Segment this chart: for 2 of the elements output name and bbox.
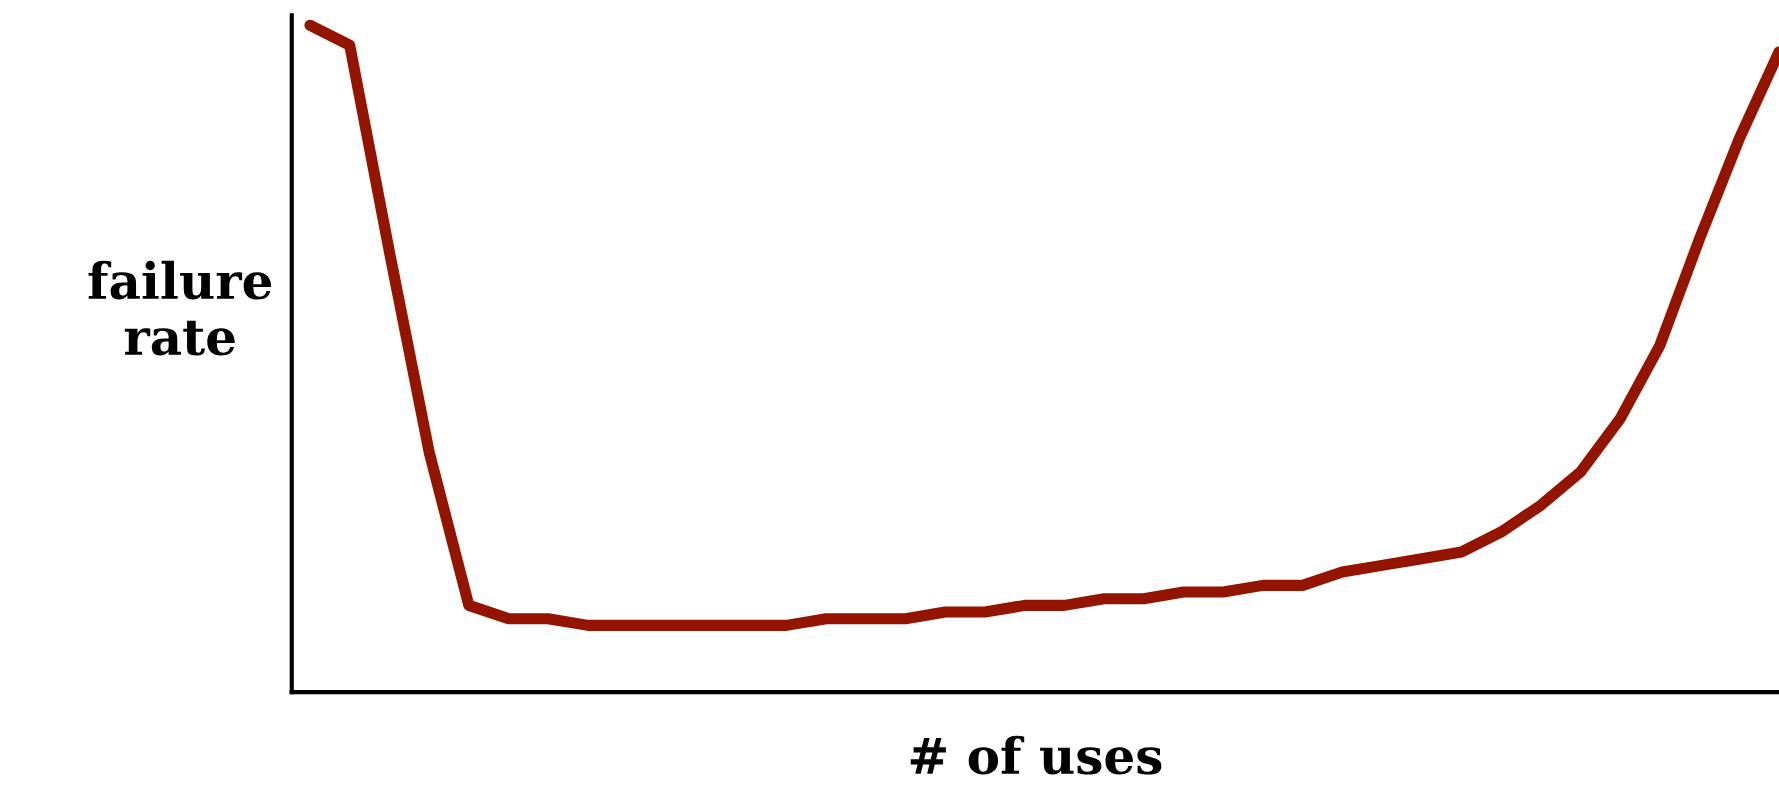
y-axis-title: failure rate xyxy=(88,260,272,356)
x-axis-title: # of uses xyxy=(910,735,1162,775)
